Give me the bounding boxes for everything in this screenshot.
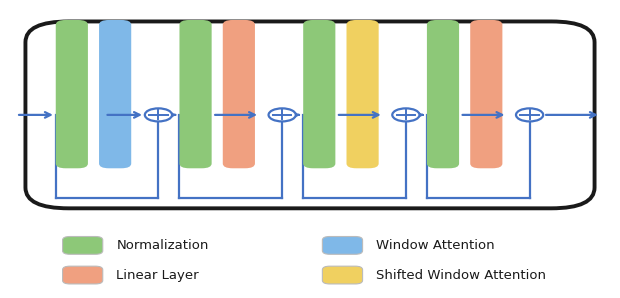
Text: Normalization: Normalization bbox=[117, 239, 209, 252]
FancyBboxPatch shape bbox=[223, 20, 255, 168]
Circle shape bbox=[145, 108, 172, 121]
FancyBboxPatch shape bbox=[56, 20, 88, 168]
Circle shape bbox=[268, 108, 296, 121]
Text: Shifted Window Attention: Shifted Window Attention bbox=[376, 268, 546, 282]
FancyBboxPatch shape bbox=[322, 237, 363, 254]
FancyBboxPatch shape bbox=[99, 20, 131, 168]
FancyBboxPatch shape bbox=[25, 21, 595, 208]
FancyBboxPatch shape bbox=[303, 20, 335, 168]
FancyBboxPatch shape bbox=[179, 20, 211, 168]
FancyBboxPatch shape bbox=[63, 266, 103, 284]
Text: Linear Layer: Linear Layer bbox=[117, 268, 199, 282]
FancyBboxPatch shape bbox=[63, 237, 103, 254]
Circle shape bbox=[392, 108, 420, 121]
FancyBboxPatch shape bbox=[322, 266, 363, 284]
FancyBboxPatch shape bbox=[347, 20, 379, 168]
Circle shape bbox=[516, 108, 543, 121]
FancyBboxPatch shape bbox=[470, 20, 502, 168]
FancyBboxPatch shape bbox=[427, 20, 459, 168]
Text: Window Attention: Window Attention bbox=[376, 239, 495, 252]
